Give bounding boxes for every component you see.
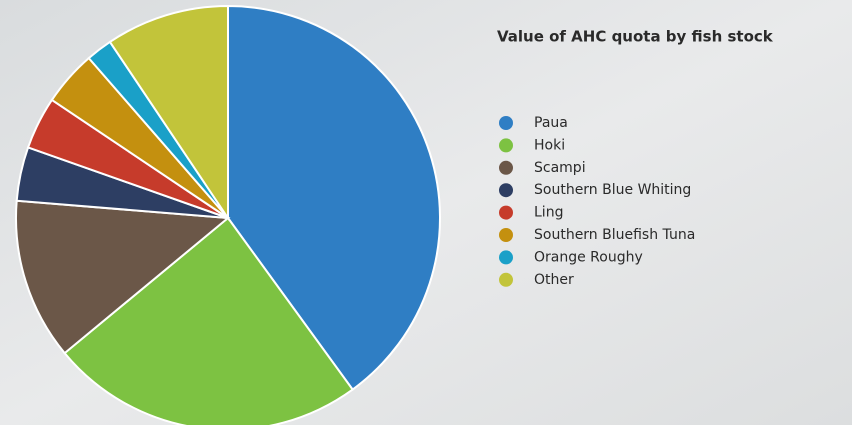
pie-slice [227,4,441,391]
pie-slice [108,4,229,222]
chart-title: Value of AHC quota by fish stock [497,28,774,46]
legend-marker [499,205,513,220]
legend-marker [499,160,513,175]
legend-label: Southern Blue Whiting [534,182,691,198]
pie-slice [15,199,231,355]
legend-label: Other [534,272,574,288]
pie-slice [63,216,355,425]
legend-label: Ling [534,205,563,221]
legend-label: Orange Roughy [534,249,643,265]
legend-marker [499,272,513,287]
legend-label: Paua [534,115,568,131]
legend-marker [499,250,513,265]
legend-marker [499,183,513,198]
legend-marker [499,228,513,242]
legend-marker [499,116,513,130]
legend-marker [499,138,513,153]
legend-label: Scampi [534,160,586,176]
legend-label: Southern Bluefish Tuna [534,227,695,243]
legend-label: Hoki [534,137,565,153]
